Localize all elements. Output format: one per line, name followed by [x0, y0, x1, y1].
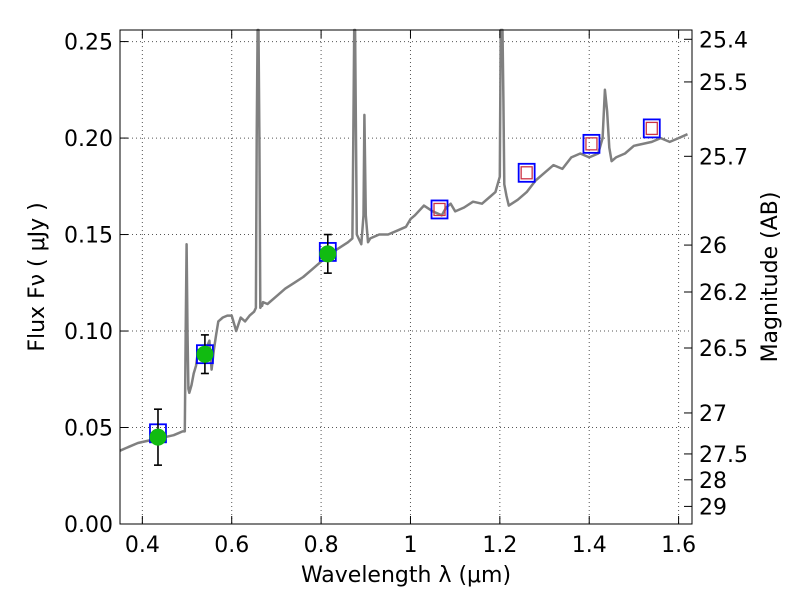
- model-photometry-inner-box: [585, 137, 598, 151]
- model-photometry-box: [517, 162, 536, 183]
- right-tick-label: 28: [699, 469, 727, 494]
- right-tick-label: 26.2: [699, 281, 748, 306]
- y-tick-label: 0.15: [64, 224, 113, 249]
- model-photometry-inner-box: [645, 121, 658, 136]
- right-tick-label: 25.7: [699, 145, 748, 170]
- model-photometry-box: [430, 199, 449, 220]
- x-tick-label: 1.6: [661, 533, 696, 558]
- y-right-axis-label: Magnitude (AB): [758, 192, 783, 363]
- x-axis-label: Wavelength λ (μm): [301, 563, 511, 588]
- x-tick-label: 0.4: [125, 533, 160, 558]
- right-tick-label: 25.5: [699, 71, 748, 96]
- x-tick-label: 1.4: [572, 533, 607, 558]
- y-tick-label: 0.25: [64, 31, 113, 56]
- observed-photometry-point: [196, 345, 214, 363]
- right-tick-label: 26.5: [699, 337, 748, 362]
- model-photometry-inner-box: [433, 202, 446, 217]
- y-axis-label: Flux Fν ( μJy ): [25, 202, 50, 351]
- right-tick-label: 26: [699, 234, 727, 259]
- observed-photometry-point: [319, 245, 337, 263]
- model-spectrum-line: [119, 28, 689, 452]
- x-tick-label: 1: [403, 533, 417, 558]
- model-photometry-box: [642, 118, 661, 139]
- right-tick-label: 29: [699, 495, 727, 520]
- y-tick-label: 0.05: [64, 417, 113, 442]
- right-tick-label: 27.5: [699, 443, 748, 468]
- x-tick-label: 1.2: [482, 533, 517, 558]
- spectrum-layer: [119, 28, 689, 452]
- axis-ticks: 0.4 0.6 0.8 1 1.2 1.4 1.6 0.00 0.05 0.10 0.15 0.20 0…: [64, 28, 748, 558]
- observed-photometry-point: [149, 428, 167, 446]
- plot-frame: [119, 29, 693, 525]
- y-tick-label: 0.00: [64, 513, 113, 538]
- x-tick-label: 0.8: [304, 533, 339, 558]
- y-tick-label: 0.20: [64, 127, 113, 152]
- right-tick-label: 25.4: [699, 28, 748, 53]
- photometry-markers: [149, 118, 661, 466]
- model-photometry-inner-box: [520, 166, 533, 180]
- x-tick-label: 0.6: [214, 533, 249, 558]
- y-tick-label: 0.10: [64, 320, 113, 345]
- model-photometry-box: [582, 133, 601, 154]
- right-tick-label: 27: [699, 402, 727, 427]
